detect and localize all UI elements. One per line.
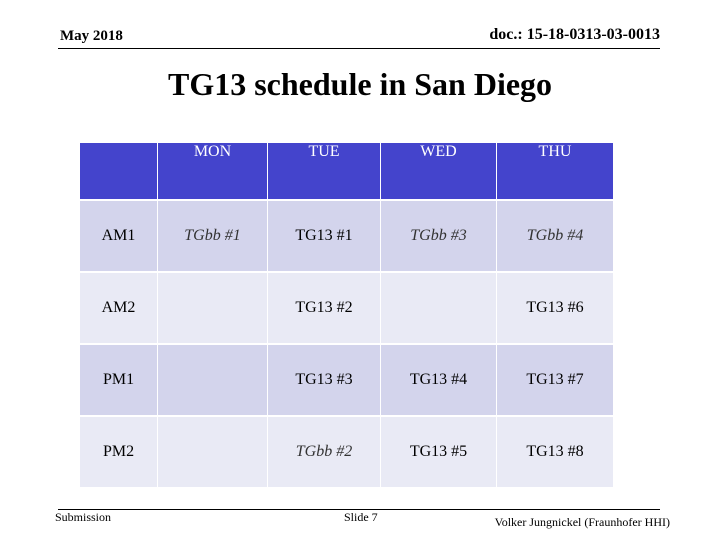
footer-author: Volker Jungnickel (Fraunhofer HHI) bbox=[494, 515, 670, 529]
column-header-wed: WED bbox=[380, 143, 497, 201]
column-header-thu: THU bbox=[496, 143, 614, 201]
cell-am2-tue: TG13 #2 bbox=[267, 272, 381, 345]
table-row: PM1 TG13 #3 TG13 #4 TG13 #7 bbox=[79, 344, 614, 417]
header-doc-id: doc.: 15-18-0313-03-0013 bbox=[489, 26, 660, 43]
cell-pm1-mon bbox=[157, 344, 268, 417]
cell-pm2-tue: TGbb #2 bbox=[267, 416, 381, 489]
table-header-row: MON TUE WED THU bbox=[79, 143, 614, 201]
table-row: AM2 TG13 #2 TG13 #6 bbox=[79, 272, 614, 345]
footer-slide-number: Slide 7 bbox=[344, 510, 378, 524]
header-rule bbox=[58, 48, 660, 49]
schedule-table: MON TUE WED THU AM1 TGbb #1 TG13 #1 TGbb… bbox=[79, 143, 614, 489]
cell-am1-wed: TGbb #3 bbox=[380, 200, 497, 273]
row-label-pm2: PM2 bbox=[79, 416, 158, 489]
cell-pm1-thu: TG13 #7 bbox=[496, 344, 614, 417]
column-header-mon: MON bbox=[157, 143, 268, 201]
header-corner-cell bbox=[79, 143, 158, 201]
column-header-tue: TUE bbox=[267, 143, 381, 201]
cell-pm1-tue: TG13 #3 bbox=[267, 344, 381, 417]
footer-rule bbox=[58, 509, 660, 510]
cell-am1-thu: TGbb #4 bbox=[496, 200, 614, 273]
row-label-am1: AM1 bbox=[79, 200, 158, 273]
cell-am2-mon bbox=[157, 272, 268, 345]
slide-title: TG13 schedule in San Diego bbox=[167, 66, 553, 102]
footer-submission: Submission bbox=[55, 510, 112, 524]
row-label-am2: AM2 bbox=[79, 272, 158, 345]
cell-pm2-thu: TG13 #8 bbox=[496, 416, 614, 489]
header-date: May 2018 bbox=[60, 28, 123, 44]
cell-am1-mon: TGbb #1 bbox=[157, 200, 268, 273]
table-row: AM1 TGbb #1 TG13 #1 TGbb #3 TGbb #4 bbox=[79, 200, 614, 273]
table-row: PM2 TGbb #2 TG13 #5 TG13 #8 bbox=[79, 416, 614, 489]
cell-pm2-mon bbox=[157, 416, 268, 489]
cell-am1-tue: TG13 #1 bbox=[267, 200, 381, 273]
cell-am2-thu: TG13 #6 bbox=[496, 272, 614, 345]
cell-pm1-wed: TG13 #4 bbox=[380, 344, 497, 417]
row-label-pm1: PM1 bbox=[79, 344, 158, 417]
cell-pm2-wed: TG13 #5 bbox=[380, 416, 497, 489]
cell-am2-wed bbox=[380, 272, 497, 345]
